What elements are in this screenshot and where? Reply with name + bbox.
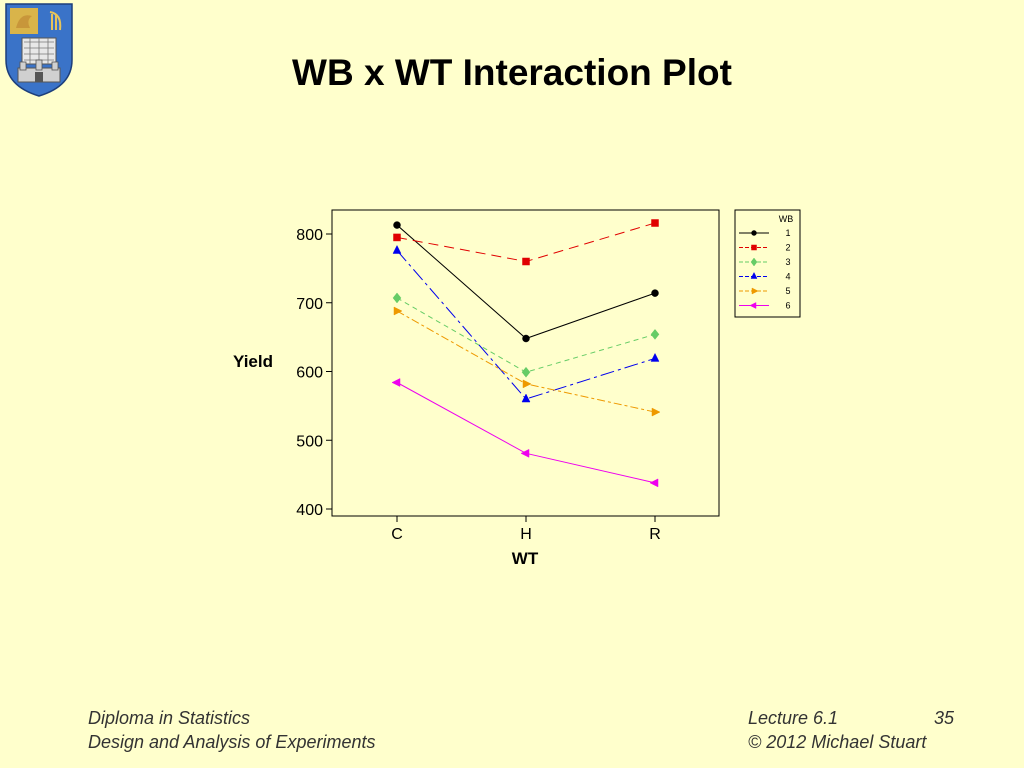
data-point: [392, 244, 402, 254]
x-axis-label: WT: [512, 549, 539, 568]
legend: WB 1 2 3 4 5 6: [734, 209, 801, 318]
data-point: [520, 448, 530, 458]
legend-box: [734, 209, 801, 318]
data-point: [391, 378, 401, 387]
data-point: [393, 306, 403, 316]
footer-copyright: © 2012 Michael Stuart: [748, 732, 927, 752]
legend-label: 1: [785, 228, 790, 238]
data-point: [651, 289, 659, 297]
y-tick-label: 800: [296, 227, 323, 244]
data-point: [521, 393, 531, 403]
data-point: [393, 221, 401, 229]
series-wb-1: [393, 221, 659, 343]
series-wb-5: [393, 306, 661, 417]
legend-label: 3: [785, 257, 790, 267]
y-tick-label: 500: [296, 433, 323, 450]
legend-label: 2: [785, 243, 790, 253]
data-point: [522, 334, 530, 343]
y-tick-label: 400: [296, 502, 323, 519]
data-point: [521, 366, 531, 378]
data-point: [750, 257, 758, 267]
legend-entry: 5: [739, 286, 791, 296]
legend-title: WB: [779, 214, 794, 224]
x-tick-label: H: [520, 526, 532, 543]
legend-label: 4: [785, 272, 790, 282]
slide-title: WB x WT Interaction Plot: [292, 52, 732, 93]
legend-label: 6: [785, 301, 790, 311]
data-point: [650, 328, 660, 340]
university-crest-icon: [5, 3, 73, 97]
data-point: [393, 233, 401, 242]
data-point: [649, 478, 659, 488]
legend-label: 5: [785, 286, 790, 296]
legend-entry: 2: [739, 243, 791, 253]
data-point: [751, 230, 757, 236]
series-wb-2: [393, 219, 659, 266]
data-point: [392, 292, 402, 304]
data-point: [751, 287, 759, 295]
legend-entry: 1: [739, 228, 791, 238]
footer-course: Diploma in Statistics Design and Analysi…: [88, 706, 375, 754]
series-line: [396, 250, 656, 400]
plot-frame: [331, 209, 720, 517]
data-point: [751, 244, 757, 251]
data-point: [749, 302, 757, 309]
data-point: [522, 257, 530, 266]
data-point: [651, 219, 659, 227]
data-point: [750, 271, 758, 279]
y-tick-label: 600: [296, 365, 323, 382]
legend-entry: 3: [739, 257, 791, 267]
footer-lecture: Lecture 6.1: [748, 708, 839, 728]
legend-entry: 6: [739, 301, 791, 311]
page-number: 35: [933, 708, 954, 728]
series-wb-4: [392, 244, 660, 403]
footer-info: Lecture 6.1 35 © 2012 Michael Stuart: [748, 706, 958, 754]
legend-entry: 4: [739, 272, 791, 282]
data-point: [650, 352, 660, 362]
data-point: [651, 407, 661, 417]
footer-course-line-1: Diploma in Statistics: [88, 708, 251, 728]
series-wb-6: [391, 378, 659, 488]
x-tick-label: R: [649, 526, 661, 543]
series-wb-3: [392, 292, 660, 378]
footer-course-line-2: Design and Analysis of Experiments: [88, 732, 376, 752]
y-axis: 400 500 600 700 800: [296, 227, 332, 519]
y-axis-label: Yield: [233, 352, 273, 371]
x-tick-label: C: [391, 526, 403, 543]
y-tick-label: 700: [296, 296, 323, 313]
series-layer: [391, 219, 661, 488]
data-point: [522, 379, 532, 389]
